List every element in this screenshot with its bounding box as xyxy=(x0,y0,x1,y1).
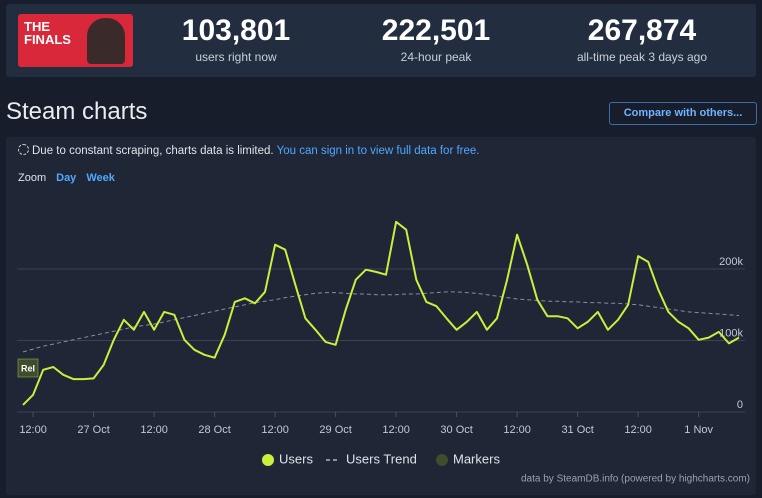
stat: 103,801 users right now xyxy=(136,14,336,64)
credit: data by SteamDB.info (powered by highcha… xyxy=(521,474,750,485)
x-tick-label: 29 Oct xyxy=(319,424,351,436)
stat-label: all-time peak 3 days ago xyxy=(576,50,708,64)
zoom-option[interactable]: Day xyxy=(56,172,77,184)
zoom-option[interactable]: Week xyxy=(86,172,115,184)
notice-text: Due to constant scraping, charts data is… xyxy=(32,145,274,157)
stat-label: 24-hour peak xyxy=(400,50,472,64)
y-tick-label: 100k xyxy=(719,327,743,339)
x-tick-label: 12:00 xyxy=(19,424,47,436)
y-tick-label: 200k xyxy=(719,256,743,268)
section-title: Steam charts xyxy=(6,98,148,125)
x-tick-label: 12:00 xyxy=(261,424,289,436)
x-tick-label: 12:00 xyxy=(140,424,168,436)
trend-line xyxy=(22,291,740,353)
compare-button[interactable]: Compare with others... xyxy=(609,102,757,125)
chart: 0 100k 200k 12:00 27 Oct 12:00 28 Oct 12:00 29 O… xyxy=(17,220,750,485)
legend-label: Users Trend xyxy=(346,451,417,466)
zoom: Zoom Day Week xyxy=(18,172,115,184)
legend-swatch xyxy=(436,454,448,466)
marker-flag xyxy=(17,358,39,378)
legend-swatch xyxy=(262,454,274,466)
x-tick-label: 31 Oct xyxy=(561,424,593,436)
notice: Due to constant scraping, charts data is… xyxy=(18,144,480,157)
game-logo[interactable]: THE FINALS xyxy=(18,14,133,67)
stat: 267,874 all-time peak 3 days ago xyxy=(542,14,742,64)
stat: 222,501 24-hour peak xyxy=(336,14,536,64)
stat-value: 267,874 xyxy=(587,14,697,47)
zoom-label: Zoom xyxy=(18,172,47,184)
stat-value: 103,801 xyxy=(181,14,291,47)
y-tick-label: 0 xyxy=(737,399,743,411)
sign-in-link[interactable]: You can sign in to view full data for fr… xyxy=(276,145,480,157)
x-tick-label: 12:00 xyxy=(503,424,531,436)
stat-value: 222,501 xyxy=(381,14,491,47)
x-tick-label: 12:00 xyxy=(624,424,652,436)
stat-label: users right now xyxy=(195,50,277,64)
logo-figure xyxy=(87,18,125,64)
series-line xyxy=(22,220,740,406)
chart-panel: Due to constant scraping, charts data is… xyxy=(6,137,756,495)
notice-icon xyxy=(18,144,29,155)
game-name: THE FINALS xyxy=(24,19,71,47)
marker-label: Rel xyxy=(21,363,35,373)
x-tick-label: 30 Oct xyxy=(440,424,472,436)
x-tick-label: 12:00 xyxy=(382,424,410,436)
x-tick-label: 27 Oct xyxy=(77,424,109,436)
x-tick-label: 28 Oct xyxy=(198,424,230,436)
legend-label: Users xyxy=(279,451,313,466)
stats-header: THE FINALS 103,801 users right now 222,50… xyxy=(6,4,756,77)
x-tick-label: 1 Nov xyxy=(684,424,713,436)
legend-label: Markers xyxy=(453,451,500,466)
